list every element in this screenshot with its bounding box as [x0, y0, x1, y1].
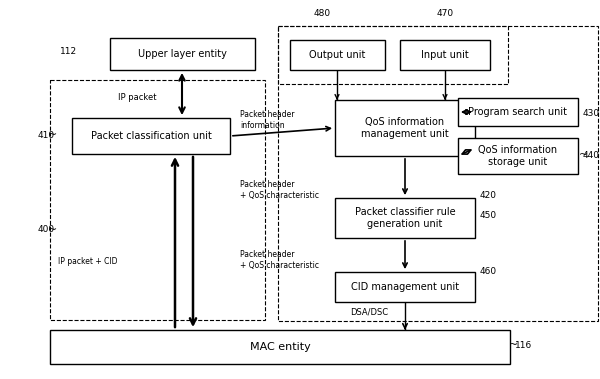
Text: 430: 430	[583, 108, 600, 117]
Bar	[50, 80, 265, 320]
Text: ~: ~	[48, 130, 57, 140]
Text: 112: 112	[60, 47, 77, 56]
Bar	[400, 40, 490, 70]
Bar	[110, 38, 255, 70]
Text: Output unit: Output unit	[310, 50, 365, 60]
Bar	[335, 272, 475, 302]
Bar	[278, 26, 598, 321]
Text: QoS information
management unit: QoS information management unit	[361, 117, 449, 139]
Bar	[458, 138, 578, 174]
Text: IP packet: IP packet	[118, 94, 157, 102]
Bar	[278, 26, 508, 84]
Bar	[335, 198, 475, 238]
Bar	[290, 40, 385, 70]
Text: 480: 480	[313, 9, 331, 19]
Bar	[335, 100, 475, 156]
Text: 400: 400	[38, 226, 55, 235]
Text: Input unit: Input unit	[421, 50, 469, 60]
Text: 460: 460	[480, 268, 497, 277]
Text: 116: 116	[515, 340, 532, 349]
Bar	[50, 330, 510, 364]
Text: DSA/DSC: DSA/DSC	[350, 307, 388, 316]
Text: Packet header
+ QoS characteristic: Packet header + QoS characteristic	[240, 180, 319, 200]
Text: 440: 440	[583, 150, 600, 160]
Text: CID management unit: CID management unit	[351, 282, 459, 292]
Text: ~: ~	[509, 340, 518, 350]
Text: Packet classification unit: Packet classification unit	[91, 131, 211, 141]
Text: ~: ~	[579, 150, 588, 160]
Text: Packet classifier rule
generation unit: Packet classifier rule generation unit	[355, 207, 455, 229]
Text: Upper layer entity: Upper layer entity	[138, 49, 227, 59]
Text: Packet header
+ QoS characteristic: Packet header + QoS characteristic	[240, 250, 319, 270]
Text: ~: ~	[48, 225, 57, 235]
Text: Packet header
information: Packet header information	[240, 110, 295, 130]
Text: Program search unit: Program search unit	[469, 107, 568, 117]
Text: QoS information
storage unit: QoS information storage unit	[478, 145, 557, 167]
Bar	[458, 98, 578, 126]
Text: 470: 470	[436, 9, 454, 19]
Text: 450: 450	[480, 210, 497, 219]
Text: MAC entity: MAC entity	[250, 342, 310, 352]
Text: 410: 410	[38, 130, 55, 139]
Bar	[72, 118, 230, 154]
Text: IP packet + CID: IP packet + CID	[58, 257, 118, 266]
Text: 420: 420	[480, 191, 497, 200]
